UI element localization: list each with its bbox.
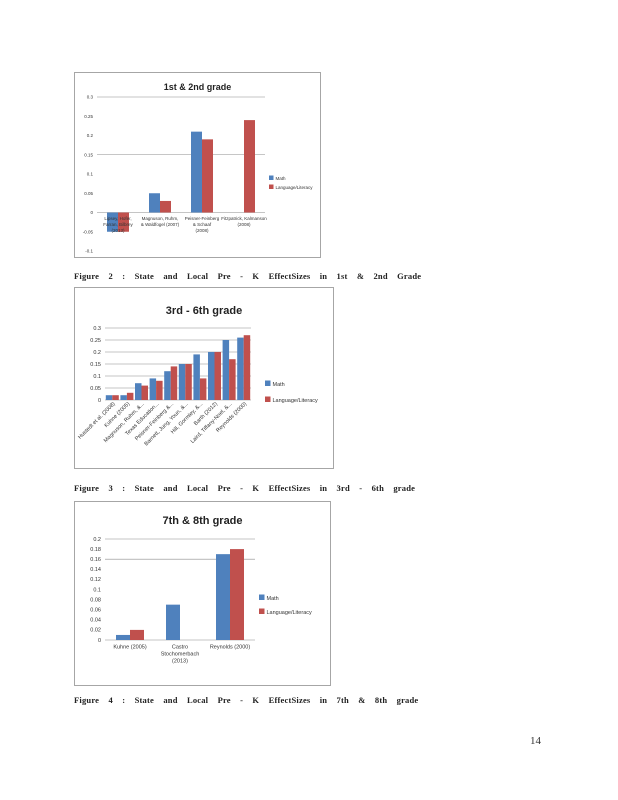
chart-7th-8th-grade-svg: 7th & 8th grade 0.2 0.18 0.16 0.14 0.12 0.1 0.0…	[90, 515, 313, 665]
y-tick-label: -0.05	[83, 229, 94, 234]
y-tick-label: 0.16	[90, 557, 101, 563]
bar-math	[107, 212, 118, 232]
bar-language-literacy	[243, 335, 251, 400]
figure-2-caption: Figure 2 : State and Local Pre - K Effec…	[74, 271, 422, 281]
legend-swatch	[259, 594, 265, 600]
legend-label: Language/Literacy	[276, 185, 314, 190]
legend-swatch	[265, 396, 271, 402]
bar-math	[105, 395, 113, 400]
bar-language-literacy	[202, 139, 213, 213]
y-tick-label: 0.02	[90, 628, 101, 634]
bar-math	[208, 352, 215, 400]
legend-swatch	[269, 175, 274, 180]
bar-language-literacy	[118, 212, 129, 232]
chart-title: 1st & 2nd grade	[164, 82, 232, 92]
y-tick-label: 0.1	[93, 374, 101, 380]
x-category-label: Lipsey, Hofer,	[104, 216, 131, 221]
bar-language-literacy	[126, 392, 134, 400]
bar-language-literacy	[199, 378, 207, 400]
bar-language-literacy	[230, 549, 244, 640]
y-tick-label: 0.05	[90, 386, 101, 392]
page-number: 14	[530, 735, 541, 747]
x-category-label: Peisner-Feinberg	[185, 216, 220, 221]
bar-language-literacy	[112, 395, 119, 400]
legend-label: Math	[276, 176, 287, 181]
bar-language-literacy	[229, 359, 236, 400]
x-category-label: Fitzpatrick, Kalmanson	[221, 216, 267, 221]
y-tick-label: 0.3	[87, 95, 94, 100]
x-category-label: Castro	[172, 645, 188, 651]
y-tick-label: 0.12	[90, 577, 101, 583]
x-category-label: Reynolds (2000)	[210, 645, 251, 651]
bar-language-literacy	[185, 364, 192, 400]
x-category-label: Stochomerbach	[161, 652, 200, 658]
bar-language-literacy	[141, 385, 148, 400]
chart-title: 3rd - 6th grade	[166, 305, 242, 317]
y-tick-label: 0.05	[84, 191, 93, 196]
bar-language-literacy	[214, 352, 221, 400]
y-tick-label: 0.1	[93, 587, 101, 593]
bar-language-literacy	[170, 366, 178, 400]
y-tick-label: 0.2	[93, 537, 101, 543]
x-category-label: (2008)	[195, 228, 209, 233]
bar-math	[222, 340, 230, 400]
x-category-label: Magnuson, Ruhm,	[142, 216, 179, 221]
bar-math	[149, 193, 160, 213]
y-tick-label: 0.15	[84, 152, 93, 157]
bar-math	[237, 337, 244, 400]
y-tick-label: 0.2	[93, 350, 101, 356]
y-tick-label: 0	[98, 398, 101, 404]
bar-math	[216, 554, 230, 640]
y-tick-label: 0.25	[84, 114, 93, 119]
x-category-label: & Waldfogel (2007)	[141, 222, 180, 227]
bar-math	[149, 378, 157, 400]
y-tick-label: 0	[90, 210, 93, 215]
chart-1st-2nd-grade-svg: 1st & 2nd grade 0.3 0.25 0.2 0.15 0.1 0.05 0 -0.…	[83, 82, 314, 254]
bar-math	[166, 604, 180, 640]
bar-language-literacy	[160, 200, 171, 213]
bar-language-literacy	[130, 629, 144, 640]
bar-language-literacy	[156, 380, 163, 400]
bar-math	[193, 354, 200, 400]
figure-3-caption: Figure 3 : State and Local Pre - K Effec…	[74, 483, 416, 493]
y-tick-label: 0.04	[90, 618, 101, 624]
chart-3rd-6th-grade-svg: 3rd - 6th grade0.30.250.20.150.10.050Hus…	[77, 305, 319, 447]
x-category-label: (2013)	[111, 228, 125, 233]
chart-1st-2nd-grade: 1st & 2nd grade 0.3 0.25 0.2 0.15 0.1 0.05 0 -0.…	[74, 72, 321, 258]
y-tick-label: 0.3	[93, 326, 101, 332]
bar-math	[164, 371, 171, 400]
y-tick-label: 0.08	[90, 597, 101, 603]
bar-math	[120, 395, 127, 400]
y-tick-label: 0.25	[90, 338, 101, 344]
chart-3rd-6th-grade: 3rd - 6th grade 0.3 0.25 0.2 0.15 0.1 0.05 0 Hus…	[74, 287, 334, 469]
x-category-label: (2013)	[172, 659, 188, 665]
legend-label: Math	[267, 596, 279, 602]
y-tick-label: 0.14	[90, 567, 101, 573]
chart-7th-8th-grade: 7th & 8th grade 0.2 0.18 0.16 0.14 0.12 0.1 0.0…	[74, 501, 331, 686]
legend-label: Language/Literacy	[267, 610, 313, 616]
legend-swatch	[265, 380, 271, 386]
y-tick-label: 0.06	[90, 608, 101, 614]
legend-label: Language/Literacy	[273, 398, 319, 404]
x-category-label: Farran, Bilbrey	[103, 222, 133, 227]
bar-math	[178, 364, 186, 400]
y-tick-label: 0.1	[87, 172, 94, 177]
legend-swatch	[259, 608, 265, 614]
y-tick-label: 0.18	[90, 547, 101, 553]
bar-math	[116, 634, 130, 640]
legend-swatch	[269, 184, 274, 189]
bar-math	[135, 383, 142, 400]
x-category-label: (2008)	[237, 222, 251, 227]
figure-4-caption: Figure 4 : State and Local Pre - K Effec…	[74, 695, 419, 705]
bar-language-literacy	[244, 120, 255, 213]
y-tick-label: 0.2	[87, 133, 94, 138]
bar-math	[191, 131, 202, 213]
y-tick-label: -0.1	[85, 249, 93, 254]
x-category-label: Kuhne (2005)	[113, 645, 146, 651]
chart-title: 7th & 8th grade	[162, 515, 242, 527]
y-tick-label: 0	[98, 638, 101, 644]
x-category-label: & Schaaf	[193, 222, 212, 227]
legend-label: Math	[273, 382, 285, 388]
y-tick-label: 0.15	[90, 362, 101, 368]
